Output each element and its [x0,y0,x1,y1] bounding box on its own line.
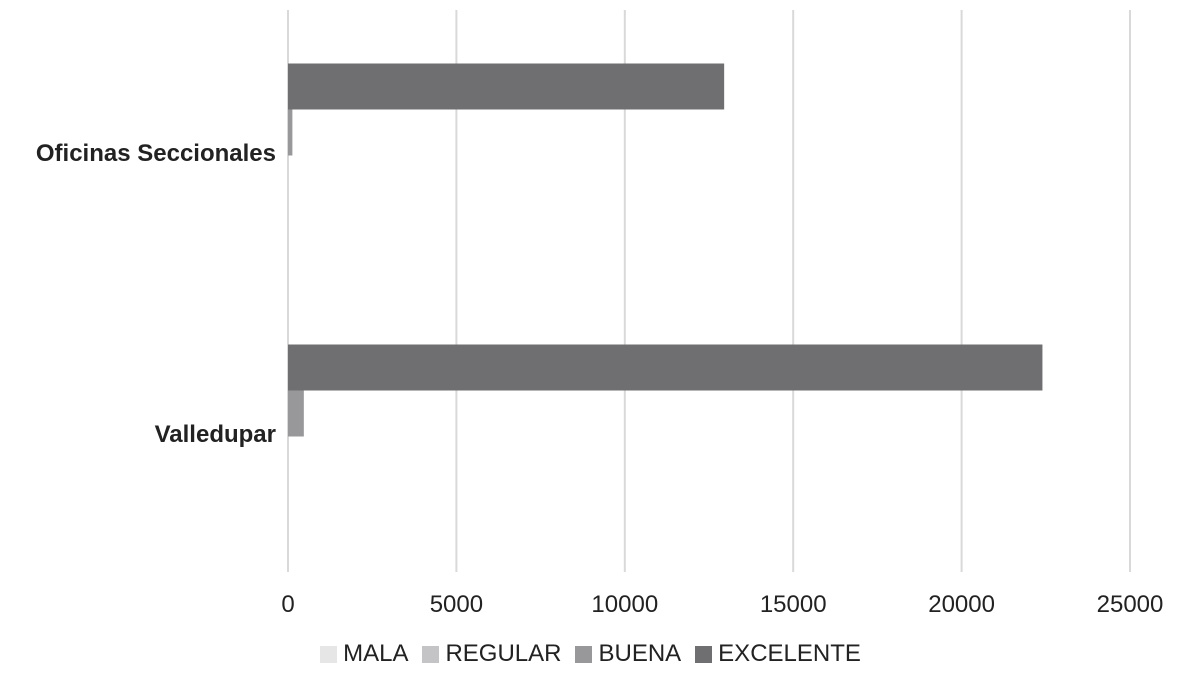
legend-item-excelente: EXCELENTE [695,640,861,668]
bar-oficinas-seccionales-buena [288,109,293,156]
category-label: Valledupar [155,421,276,448]
bar-valledupar-buena [288,390,304,437]
category-labels: Oficinas Seccionales Valledupar [36,140,276,448]
legend-label: REGULAR [445,640,562,667]
x-tick-label-15000: 15000 [760,591,827,618]
bars [288,63,1043,437]
legend-label: BUENA [598,640,682,667]
legend-swatch [695,645,713,663]
x-tick-labels: 0 5000 10000 15000 20000 25000 [281,591,1163,618]
x-tick-label-25000: 25000 [1097,591,1164,618]
legend-swatch [422,645,440,663]
legend-item-regular: REGULAR [422,640,561,668]
legend-item-buena: BUENA [575,640,681,668]
legend-swatch [320,645,338,663]
x-tick-label-10000: 10000 [591,591,658,618]
legend-item-mala: MALA [320,640,408,668]
legend: MALA REGULAR BUENA EXCELENTE [0,640,1181,668]
x-tick-label-0: 0 [281,591,294,618]
bar-valledupar-excelente [288,344,1043,391]
category-label: Oficinas Seccionales [36,140,276,167]
legend-label: MALA [343,640,409,667]
x-tick-label-5000: 5000 [430,591,483,618]
bar-oficinas-seccionales-excelente [288,63,725,110]
legend-label: EXCELENTE [718,640,861,667]
legend-swatch [575,645,593,663]
x-tick-label-20000: 20000 [928,591,995,618]
